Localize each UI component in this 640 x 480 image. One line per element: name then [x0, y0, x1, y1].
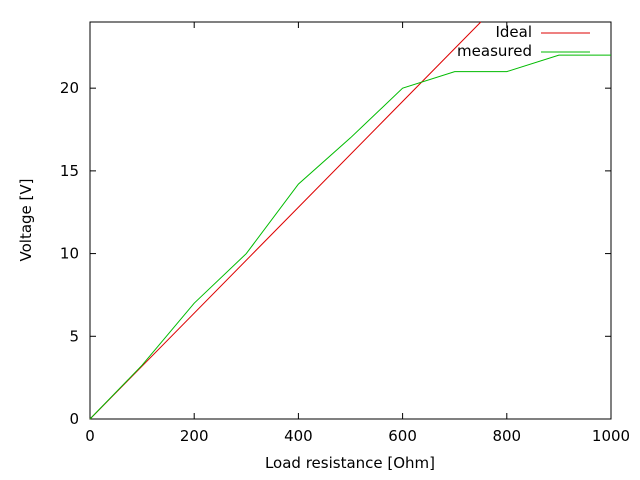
x-tick-label: 1000 [592, 427, 630, 445]
y-tick-label: 15 [60, 162, 79, 180]
x-tick-label: 400 [284, 427, 313, 445]
axis-tick-labels: 0 200 400 600 800 1000 0 5 10 15 20 [60, 79, 630, 445]
legend-label-measured: measured [457, 42, 532, 60]
axis-ticks [89, 22, 612, 420]
x-axis-label: Load resistance [Ohm] [265, 454, 435, 472]
x-tick-label: 800 [492, 427, 521, 445]
y-tick-label: 20 [60, 79, 79, 97]
plot-border [89, 21, 612, 420]
series-line-ideal [89, 21, 482, 420]
x-tick-label: 0 [85, 427, 95, 445]
y-tick-label: 10 [60, 245, 79, 263]
y-axis-label: Voltage [V] [17, 179, 35, 262]
x-tick-label: 600 [388, 427, 417, 445]
y-tick-label: 0 [69, 410, 79, 428]
data-series-lines [89, 21, 611, 420]
legend-label-ideal: Ideal [495, 23, 532, 41]
series-line-measured [89, 54, 611, 420]
x-tick-label: 200 [180, 427, 209, 445]
y-tick-label: 5 [69, 327, 79, 345]
